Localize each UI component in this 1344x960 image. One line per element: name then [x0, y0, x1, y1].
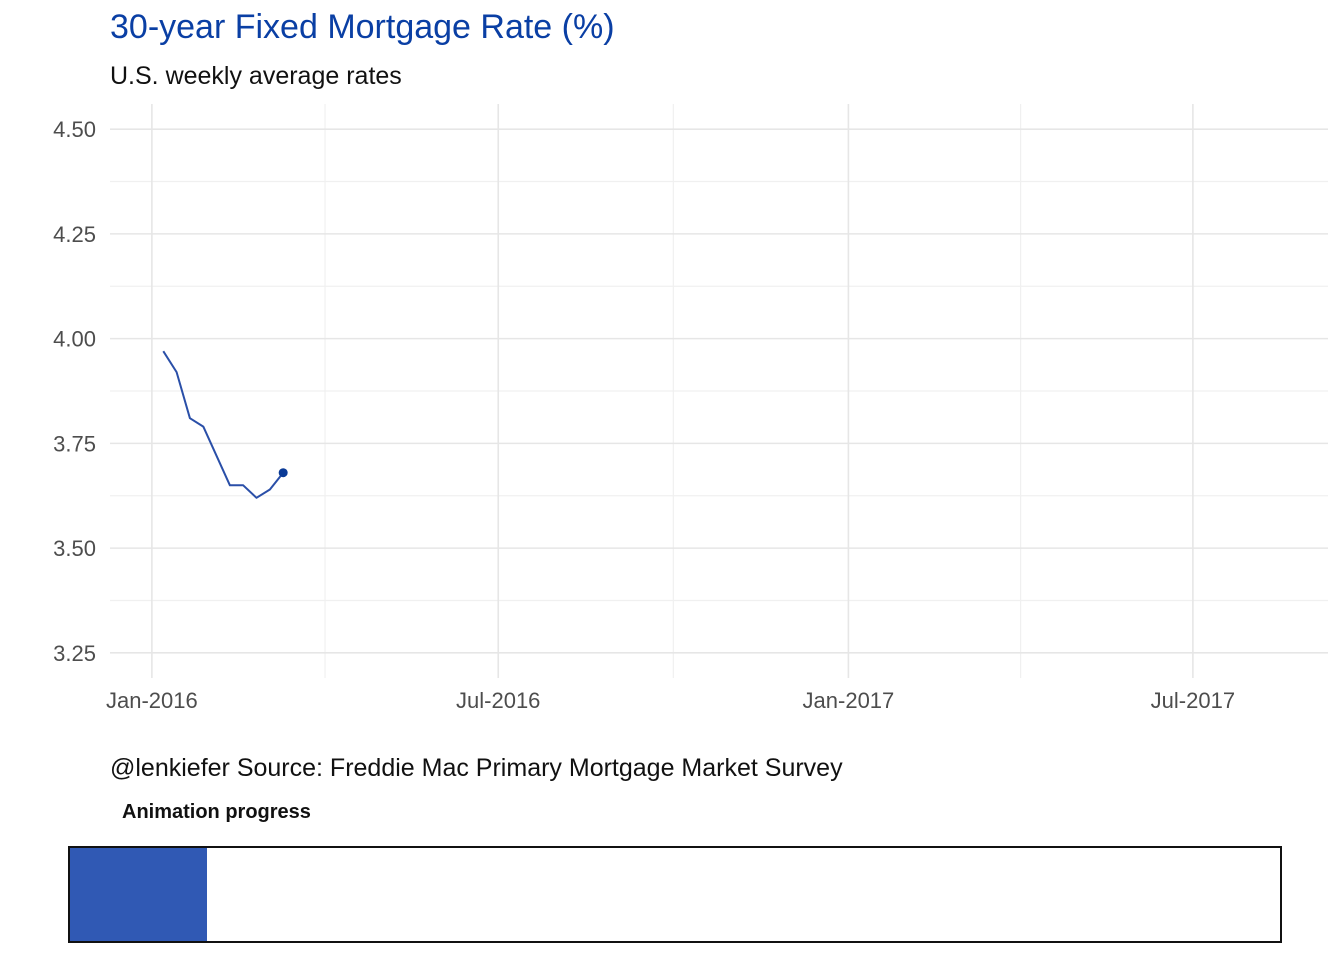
y-tick-label: 4.25 — [53, 222, 96, 247]
y-tick-label: 3.75 — [53, 431, 96, 456]
progress-label: Animation progress — [122, 801, 311, 823]
series-layer — [162, 350, 288, 499]
chart-caption: @lenkiefer Source: Freddie Mac Primary M… — [110, 754, 843, 782]
x-tick-label: Jul-2017 — [1151, 688, 1235, 713]
major-gridlines — [110, 104, 1328, 678]
line-chart: 3.25 3.50 3.75 4.00 4.25 4.50 Jan-2016 Jul-201… — [53, 104, 1328, 713]
series-line — [162, 350, 284, 499]
progress-bar-fill — [70, 848, 207, 941]
x-tick-label: Jan-2017 — [803, 688, 895, 713]
y-tick-label: 3.50 — [53, 536, 96, 561]
chart-subtitle: U.S. weekly average rates — [110, 62, 402, 90]
y-tick-label: 4.50 — [53, 117, 96, 142]
x-tick-label: Jul-2016 — [456, 688, 540, 713]
y-axis: 3.25 3.50 3.75 4.00 4.25 4.50 — [53, 117, 96, 666]
chart-title: 30-year Fixed Mortgage Rate (%) — [110, 8, 615, 46]
x-tick-label: Jan-2016 — [106, 688, 198, 713]
y-tick-label: 4.00 — [53, 327, 96, 352]
series-last-point — [278, 468, 288, 478]
x-axis: Jan-2016 Jul-2016 Jan-2017 Jul-2017 — [106, 688, 1235, 713]
y-tick-label: 3.25 — [53, 641, 96, 666]
progress-bar — [68, 846, 1282, 943]
minor-gridlines — [110, 104, 1328, 678]
